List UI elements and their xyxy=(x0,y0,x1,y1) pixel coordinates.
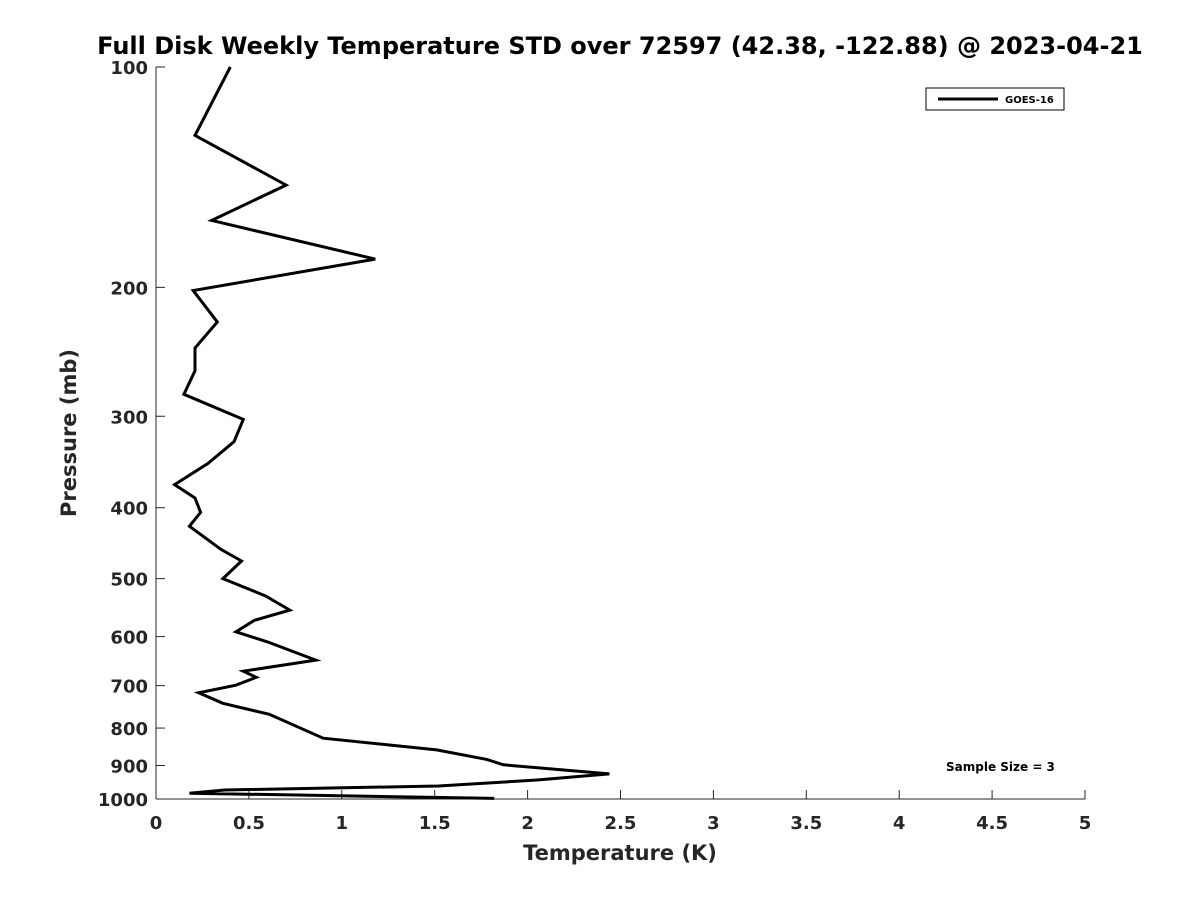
x-tick-label: 0.5 xyxy=(233,813,265,834)
y-tick-label: 100 xyxy=(110,58,148,79)
y-tick-label: 700 xyxy=(110,677,148,698)
y-tick-label: 300 xyxy=(110,407,148,428)
x-tick-label: 2 xyxy=(521,813,534,834)
x-tick-label: 3.5 xyxy=(790,813,822,834)
x-tick-label: 3 xyxy=(707,813,720,834)
sample-size-annotation: Sample Size = 3 xyxy=(946,760,1055,774)
x-tick-label: 2.5 xyxy=(605,813,637,834)
x-axis-label: Temperature (K) xyxy=(523,841,717,865)
x-tick-label: 5 xyxy=(1079,813,1092,834)
y-tick-label: 900 xyxy=(110,757,148,778)
y-tick-label: 200 xyxy=(110,278,148,299)
y-axis-label: Pressure (mb) xyxy=(57,349,81,517)
legend: GOES-16 xyxy=(925,87,1065,111)
y-tick-label: 800 xyxy=(110,719,148,740)
x-ticks: 0 0.5 1 1.5 2 2.5 3 3.5 4 4.5 5 xyxy=(150,790,1092,834)
legend-label: GOES-16 xyxy=(1005,95,1054,106)
series-group xyxy=(171,66,610,800)
x-tick-label: 4 xyxy=(893,813,906,834)
plot-area xyxy=(156,67,1085,799)
x-tick-label: 4.5 xyxy=(976,813,1008,834)
y-tick-label: 500 xyxy=(110,570,148,591)
chart-title: Full Disk Weekly Temperature STD over 72… xyxy=(97,32,1143,60)
y-tick-label: 400 xyxy=(110,499,148,520)
y-tick-label: 1000 xyxy=(98,790,148,811)
y-tick-label: 600 xyxy=(110,628,148,649)
series-line xyxy=(171,66,610,800)
y-ticks: 100 200 300 400 500 600 700 800 900 1000 xyxy=(98,58,165,811)
x-tick-label: 0 xyxy=(150,813,163,834)
x-tick-label: 1 xyxy=(336,813,349,834)
x-tick-label: 1.5 xyxy=(419,813,451,834)
